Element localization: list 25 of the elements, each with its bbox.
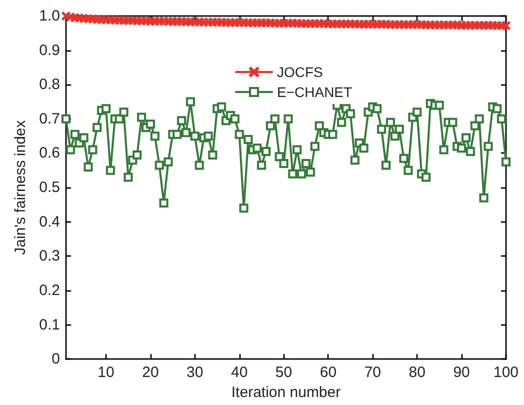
x-tick-label: 80: [408, 364, 426, 382]
y-tick-label: 0.6: [39, 144, 60, 162]
legend-label: JOCFS: [277, 64, 323, 80]
legend-label: E−CHANET: [277, 84, 353, 100]
x-tick-label: 40: [230, 364, 248, 382]
x-tick-label: 70: [364, 364, 382, 382]
x-tick-label: 60: [320, 364, 337, 382]
x-axis-title: Iteration number: [231, 384, 341, 401]
y-axis-title: Jain's fairness index: [12, 120, 29, 255]
y-tick-label: 0.2: [39, 282, 60, 299]
y-tick-label: 0.8: [39, 76, 60, 94]
x-tick-label: 30: [186, 364, 204, 382]
x-tick-label: 20: [142, 364, 159, 382]
y-tick-label: 0.5: [39, 179, 60, 196]
y-tick-label: 0.1: [39, 316, 60, 334]
y-tick-label: 0.9: [39, 42, 60, 59]
y-tick-label: 0: [52, 350, 60, 368]
x-tick-label: 100: [493, 364, 519, 382]
y-tick-label: 0.7: [39, 110, 60, 128]
y-tick-label: 0.3: [39, 248, 60, 265]
y-tick-label: 0.4: [39, 213, 60, 230]
x-tick-label: 10: [98, 364, 114, 382]
y-tick-label: 1.0: [39, 8, 60, 24]
x-tick-label: 90: [453, 364, 470, 382]
x-tick-label: 50: [275, 364, 292, 382]
